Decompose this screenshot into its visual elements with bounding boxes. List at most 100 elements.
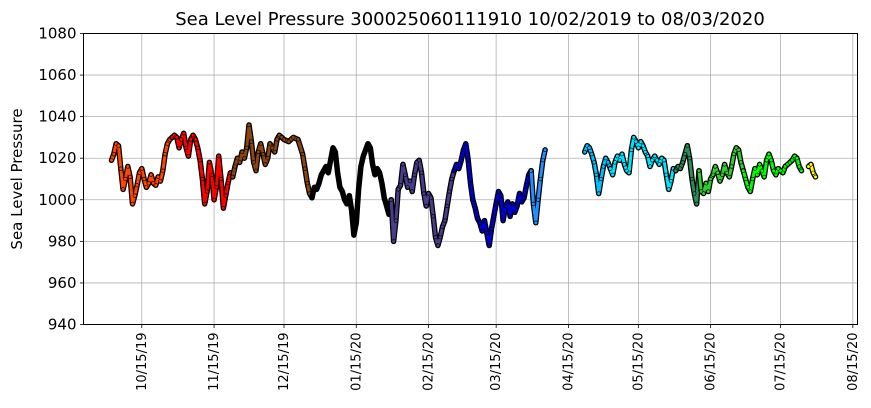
- data-point: [377, 170, 382, 175]
- data-point: [470, 197, 475, 202]
- data-point: [149, 172, 154, 177]
- data-point: [256, 149, 261, 155]
- data-point: [736, 147, 741, 152]
- data-point: [333, 149, 338, 155]
- data-point: [188, 137, 193, 142]
- data-point: [496, 189, 501, 194]
- x-tick-label: 10/15/19: [135, 333, 150, 391]
- data-point: [253, 168, 259, 173]
- series-3: [309, 140, 394, 238]
- x-tick-label: 07/15/20: [774, 333, 789, 391]
- data-point: [811, 170, 816, 175]
- data-point: [468, 181, 473, 186]
- data-point: [729, 164, 734, 169]
- data-point: [249, 139, 254, 144]
- data-point: [790, 158, 795, 163]
- data-point: [135, 183, 140, 188]
- data-point: [433, 235, 438, 240]
- data-point: [710, 172, 716, 177]
- data-point: [594, 172, 599, 177]
- data-point: [720, 172, 725, 177]
- data-point: [212, 197, 217, 202]
- data-point: [689, 176, 695, 182]
- data-point: [198, 158, 203, 163]
- data-point: [535, 197, 541, 202]
- data-point: [244, 145, 249, 150]
- data-point: [598, 176, 604, 182]
- y-tick-label: 1040: [38, 108, 76, 126]
- data-point: [265, 156, 270, 161]
- data-point: [116, 143, 121, 148]
- data-point: [680, 160, 685, 165]
- data-point: [750, 176, 755, 182]
- data-point: [673, 168, 678, 173]
- data-point: [617, 158, 622, 163]
- data-point: [773, 172, 779, 177]
- data-point: [638, 139, 643, 144]
- data-point: [738, 160, 744, 165]
- data-point: [428, 195, 434, 200]
- data-point: [160, 168, 165, 173]
- data-point: [654, 158, 660, 163]
- data-point: [473, 206, 478, 211]
- series-line: [452, 142, 533, 247]
- y-tick-label: 980: [48, 232, 77, 250]
- data-point: [661, 158, 667, 163]
- data-point: [225, 181, 231, 186]
- data-point: [232, 164, 238, 169]
- y-tick-label: 1060: [38, 66, 76, 84]
- data-point: [769, 158, 774, 163]
- series-9: [672, 142, 702, 207]
- data-point: [223, 193, 228, 198]
- data-point: [505, 199, 510, 204]
- data-point: [342, 197, 347, 202]
- data-point: [459, 158, 464, 163]
- data-point: [475, 216, 480, 221]
- data-point: [165, 141, 170, 146]
- data-point: [591, 160, 597, 165]
- data-point: [603, 156, 608, 161]
- data-point: [605, 160, 611, 165]
- data-point: [368, 145, 373, 150]
- data-point: [808, 162, 814, 167]
- data-point: [524, 183, 529, 188]
- data-point: [477, 220, 482, 225]
- x-tick-label: 04/15/20: [561, 333, 576, 391]
- data-point: [260, 152, 266, 157]
- data-point: [757, 162, 762, 167]
- data-point: [291, 135, 296, 140]
- data-point: [421, 191, 427, 196]
- data-point: [132, 193, 137, 198]
- data-point: [214, 185, 219, 190]
- data-point: [389, 197, 394, 202]
- data-point: [589, 152, 594, 157]
- series-4: [388, 157, 457, 249]
- y-axis-label: Sea Level Pressure: [8, 108, 26, 249]
- data-point: [274, 137, 280, 142]
- data-point: [216, 154, 221, 159]
- data-point: [748, 189, 753, 194]
- data-point: [263, 162, 268, 167]
- data-point: [435, 243, 441, 248]
- data-point: [759, 168, 765, 173]
- data-point: [582, 149, 587, 155]
- data-point: [731, 152, 737, 157]
- x-tick-label: 01/15/20: [349, 333, 364, 391]
- data-point: [445, 203, 450, 209]
- data-point: [321, 168, 326, 173]
- data-point: [337, 185, 343, 190]
- data-point: [202, 201, 207, 206]
- data-point: [156, 174, 161, 179]
- data-point: [461, 147, 466, 152]
- data-point: [209, 172, 214, 177]
- data-point: [393, 218, 399, 223]
- data-point: [528, 168, 534, 173]
- data-point: [438, 235, 443, 240]
- data-point: [521, 195, 527, 200]
- x-tick-label: 11/15/19: [207, 333, 222, 391]
- data-point: [764, 158, 769, 163]
- data-point: [701, 191, 706, 196]
- data-point: [302, 166, 308, 171]
